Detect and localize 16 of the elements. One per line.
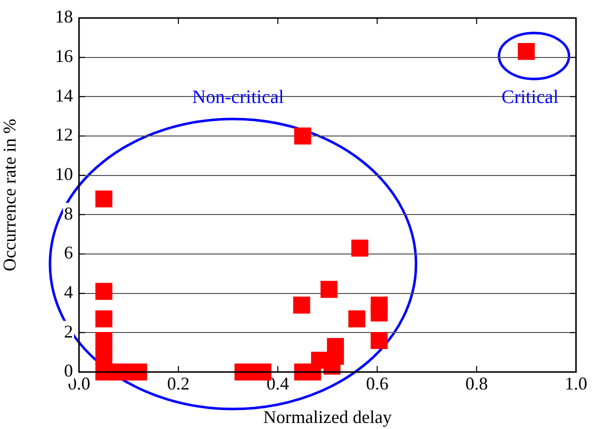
x-tick-label: 0.6 xyxy=(366,374,388,394)
y-axis-title: Occurrence rate in % xyxy=(0,118,20,272)
y-tick-label: 10 xyxy=(55,164,73,184)
y-tick-label: 18 xyxy=(55,6,73,27)
x-tick-label: 0.2 xyxy=(167,374,190,394)
y-tick-label: 6 xyxy=(64,242,73,263)
y-tick-label: 2 xyxy=(64,321,73,342)
x-tick-label: 0.8 xyxy=(465,374,488,394)
y-tick-label: 12 xyxy=(55,124,73,145)
y-tick-label: 16 xyxy=(55,46,73,66)
x-tick-label: 1.0 xyxy=(564,374,588,394)
y-tick-label: 4 xyxy=(64,282,73,302)
x-axis-title: Normalized delay xyxy=(263,406,392,427)
y-tick-label: 0 xyxy=(64,360,73,381)
y-tick-label: 8 xyxy=(64,203,73,224)
y-tick-label: 14 xyxy=(55,85,73,106)
